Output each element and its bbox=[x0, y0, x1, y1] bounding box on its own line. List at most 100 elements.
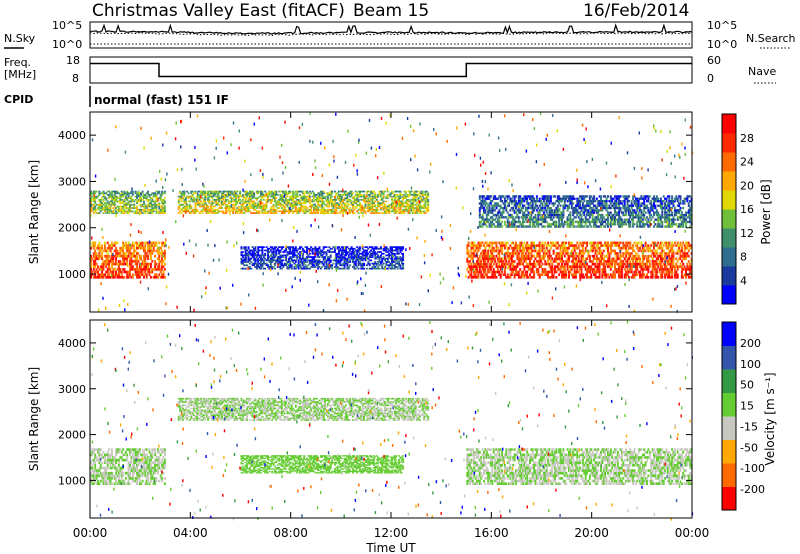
power-data-cell bbox=[265, 205, 268, 208]
power-data-cell bbox=[328, 205, 331, 208]
power-data-cell bbox=[501, 249, 504, 253]
power-data-cell bbox=[149, 252, 152, 255]
power-data-cell bbox=[608, 257, 611, 261]
power-data-cell bbox=[668, 268, 671, 271]
power-data-cell bbox=[633, 270, 636, 274]
power-data-cell bbox=[269, 190, 272, 193]
power-data-cell bbox=[527, 276, 530, 279]
power-data-cell bbox=[101, 265, 104, 268]
power-data-cell bbox=[294, 261, 297, 263]
power-data-cell bbox=[300, 207, 303, 209]
power-data-cell bbox=[630, 276, 633, 279]
power-data-cell bbox=[98, 252, 101, 255]
power-data-cell bbox=[335, 262, 338, 265]
power-data-cell bbox=[389, 251, 392, 253]
power-data-cell bbox=[586, 257, 589, 261]
power-data-cell bbox=[406, 210, 409, 213]
power-data-cell bbox=[467, 241, 470, 245]
power-data-cell bbox=[374, 246, 377, 248]
power-data-cell bbox=[356, 210, 359, 213]
power-data-cell bbox=[148, 246, 151, 250]
power-data-cell bbox=[393, 208, 396, 211]
power-data-cell bbox=[127, 197, 130, 199]
power-data-cell bbox=[416, 207, 419, 209]
power-data-cell bbox=[145, 273, 148, 276]
power-data-cell bbox=[363, 200, 366, 203]
freq-panel: Freq. [MHz] 18 8 60 0 Nave bbox=[4, 43, 776, 85]
power-data-cell bbox=[229, 195, 232, 198]
power-data-cell bbox=[126, 207, 129, 209]
power-data-cell bbox=[416, 205, 419, 208]
power-data-cell bbox=[151, 203, 154, 206]
power-data-cell bbox=[106, 249, 109, 253]
power-data-cell bbox=[237, 208, 240, 211]
power-data-cell bbox=[466, 244, 469, 247]
power-data-cell bbox=[650, 270, 653, 274]
power-data-cell bbox=[378, 212, 381, 214]
power-data-cell bbox=[264, 262, 267, 265]
power-data-cell bbox=[215, 200, 218, 203]
power-data-cell bbox=[342, 267, 345, 270]
power-data-cell bbox=[126, 210, 129, 213]
power-data-cell bbox=[294, 203, 297, 206]
power-data-cell bbox=[293, 256, 296, 258]
power-data-cell bbox=[329, 202, 332, 204]
power-data-cell bbox=[158, 212, 161, 214]
power-data-cell bbox=[523, 241, 526, 245]
power-data-cell bbox=[549, 260, 552, 263]
power-data-cell bbox=[399, 203, 402, 206]
power-data-cell bbox=[657, 257, 660, 261]
power-data-cell bbox=[349, 199, 352, 201]
power-data-cell bbox=[145, 268, 148, 271]
power-data-cell bbox=[473, 262, 476, 266]
power-data-cell bbox=[531, 254, 534, 258]
power-data-cell bbox=[287, 252, 290, 255]
power-data-cell bbox=[304, 210, 307, 213]
power-data-cell bbox=[361, 251, 364, 253]
power-data-cell bbox=[400, 259, 403, 262]
power-data-cell bbox=[191, 195, 194, 198]
power-data-cell bbox=[340, 190, 343, 193]
power-data-cell bbox=[143, 195, 145, 198]
power-data-cell bbox=[211, 190, 214, 193]
power-data-cell bbox=[260, 254, 262, 257]
power-data-cell bbox=[265, 203, 268, 206]
power-data-cell bbox=[378, 264, 381, 267]
power-data-cell bbox=[364, 249, 367, 252]
power-data-cell bbox=[289, 266, 292, 268]
power-data-cell bbox=[241, 199, 244, 201]
power-data-cell bbox=[620, 276, 623, 279]
power-data-cell bbox=[563, 254, 566, 258]
power-data-cell bbox=[253, 251, 255, 253]
power-data-cell bbox=[148, 249, 151, 253]
power-data-cell bbox=[639, 262, 641, 266]
power-data-cell bbox=[112, 190, 115, 193]
power-data-cell bbox=[285, 190, 288, 193]
power-data-cell bbox=[251, 192, 254, 195]
power-data-cell bbox=[92, 268, 95, 271]
power-data-cell bbox=[473, 241, 476, 245]
power-data-cell bbox=[138, 265, 141, 268]
power-data-cell bbox=[407, 212, 410, 214]
power-data-cell bbox=[671, 268, 674, 271]
power-data-cell bbox=[517, 254, 520, 258]
power-data-cell bbox=[644, 268, 647, 271]
power-data-cell bbox=[650, 276, 653, 279]
power-data-cell bbox=[163, 197, 166, 199]
power-data-cell bbox=[92, 276, 95, 279]
power-data-cell bbox=[299, 207, 301, 209]
power-data-cell bbox=[303, 267, 306, 270]
power-data-cell bbox=[372, 264, 375, 267]
power-data-cell bbox=[339, 194, 342, 196]
power-data-cell bbox=[300, 257, 303, 260]
power-data-cell bbox=[276, 202, 279, 204]
power-data-cell bbox=[293, 259, 296, 262]
power-data-cell bbox=[492, 254, 495, 258]
power-data-cell bbox=[99, 273, 102, 276]
power-data-cell bbox=[239, 210, 242, 213]
power-data-cell bbox=[353, 212, 356, 214]
power-data-cell bbox=[261, 192, 264, 195]
power-data-cell bbox=[94, 210, 97, 213]
power-data-cell bbox=[424, 194, 427, 196]
power-data-cell bbox=[124, 257, 127, 261]
